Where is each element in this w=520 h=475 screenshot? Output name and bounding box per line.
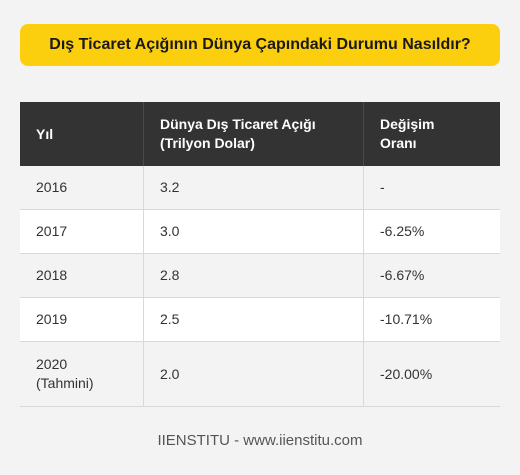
cell-year: 2016 <box>20 166 144 210</box>
header-change-line1: Değişim <box>380 116 435 132</box>
trade-deficit-table: Yıl Dünya Dış Ticaret Açığı (Trilyon Dol… <box>20 102 500 407</box>
cell-deficit: 2.8 <box>143 253 364 298</box>
header-change-line2: Oranı <box>380 135 417 151</box>
cell-change: -6.25% <box>363 209 500 254</box>
page-title-text: Dış Ticaret Açığının Dünya Çapındaki Dur… <box>49 36 471 53</box>
cell-deficit: 3.0 <box>143 209 364 254</box>
table-row: 2017 3.0 -6.25% <box>20 209 500 254</box>
cell-change: -20.00% <box>363 341 500 407</box>
cell-change: - <box>363 166 500 210</box>
cell-year: 2018 <box>20 253 144 298</box>
header-deficit-line2: (Trilyon Dolar) <box>160 135 255 151</box>
cell-year: 2017 <box>20 209 144 254</box>
header-deficit: Dünya Dış Ticaret Açığı (Trilyon Dolar) <box>143 102 364 166</box>
header-year: Yıl <box>20 102 144 166</box>
page-title: Dış Ticaret Açığının Dünya Çapındaki Dur… <box>20 24 500 66</box>
cell-year: 2020 (Tahmini) <box>20 341 144 407</box>
cell-year-note: (Tahmini) <box>36 375 94 391</box>
footer-credit: IIENSTITU - www.iienstitu.com <box>157 432 363 449</box>
cell-deficit: 2.0 <box>143 341 364 407</box>
cell-year-value: 2020 <box>36 356 68 372</box>
table-header-row: Yıl Dünya Dış Ticaret Açığı (Trilyon Dol… <box>20 102 500 166</box>
table-row: 2016 3.2 - <box>20 166 500 210</box>
header-change: Değişim Oranı <box>363 102 500 166</box>
cell-year: 2019 <box>20 297 144 342</box>
header-deficit-line1: Dünya Dış Ticaret Açığı <box>160 116 316 132</box>
table-row: 2019 2.5 -10.71% <box>20 297 500 342</box>
table-row: 2018 2.8 -6.67% <box>20 253 500 298</box>
cell-deficit: 3.2 <box>143 166 364 210</box>
cell-change: -10.71% <box>363 297 500 342</box>
cell-change: -6.67% <box>363 253 500 298</box>
cell-deficit: 2.5 <box>143 297 364 342</box>
table-row: 2020 (Tahmini) 2.0 -20.00% <box>20 341 500 407</box>
